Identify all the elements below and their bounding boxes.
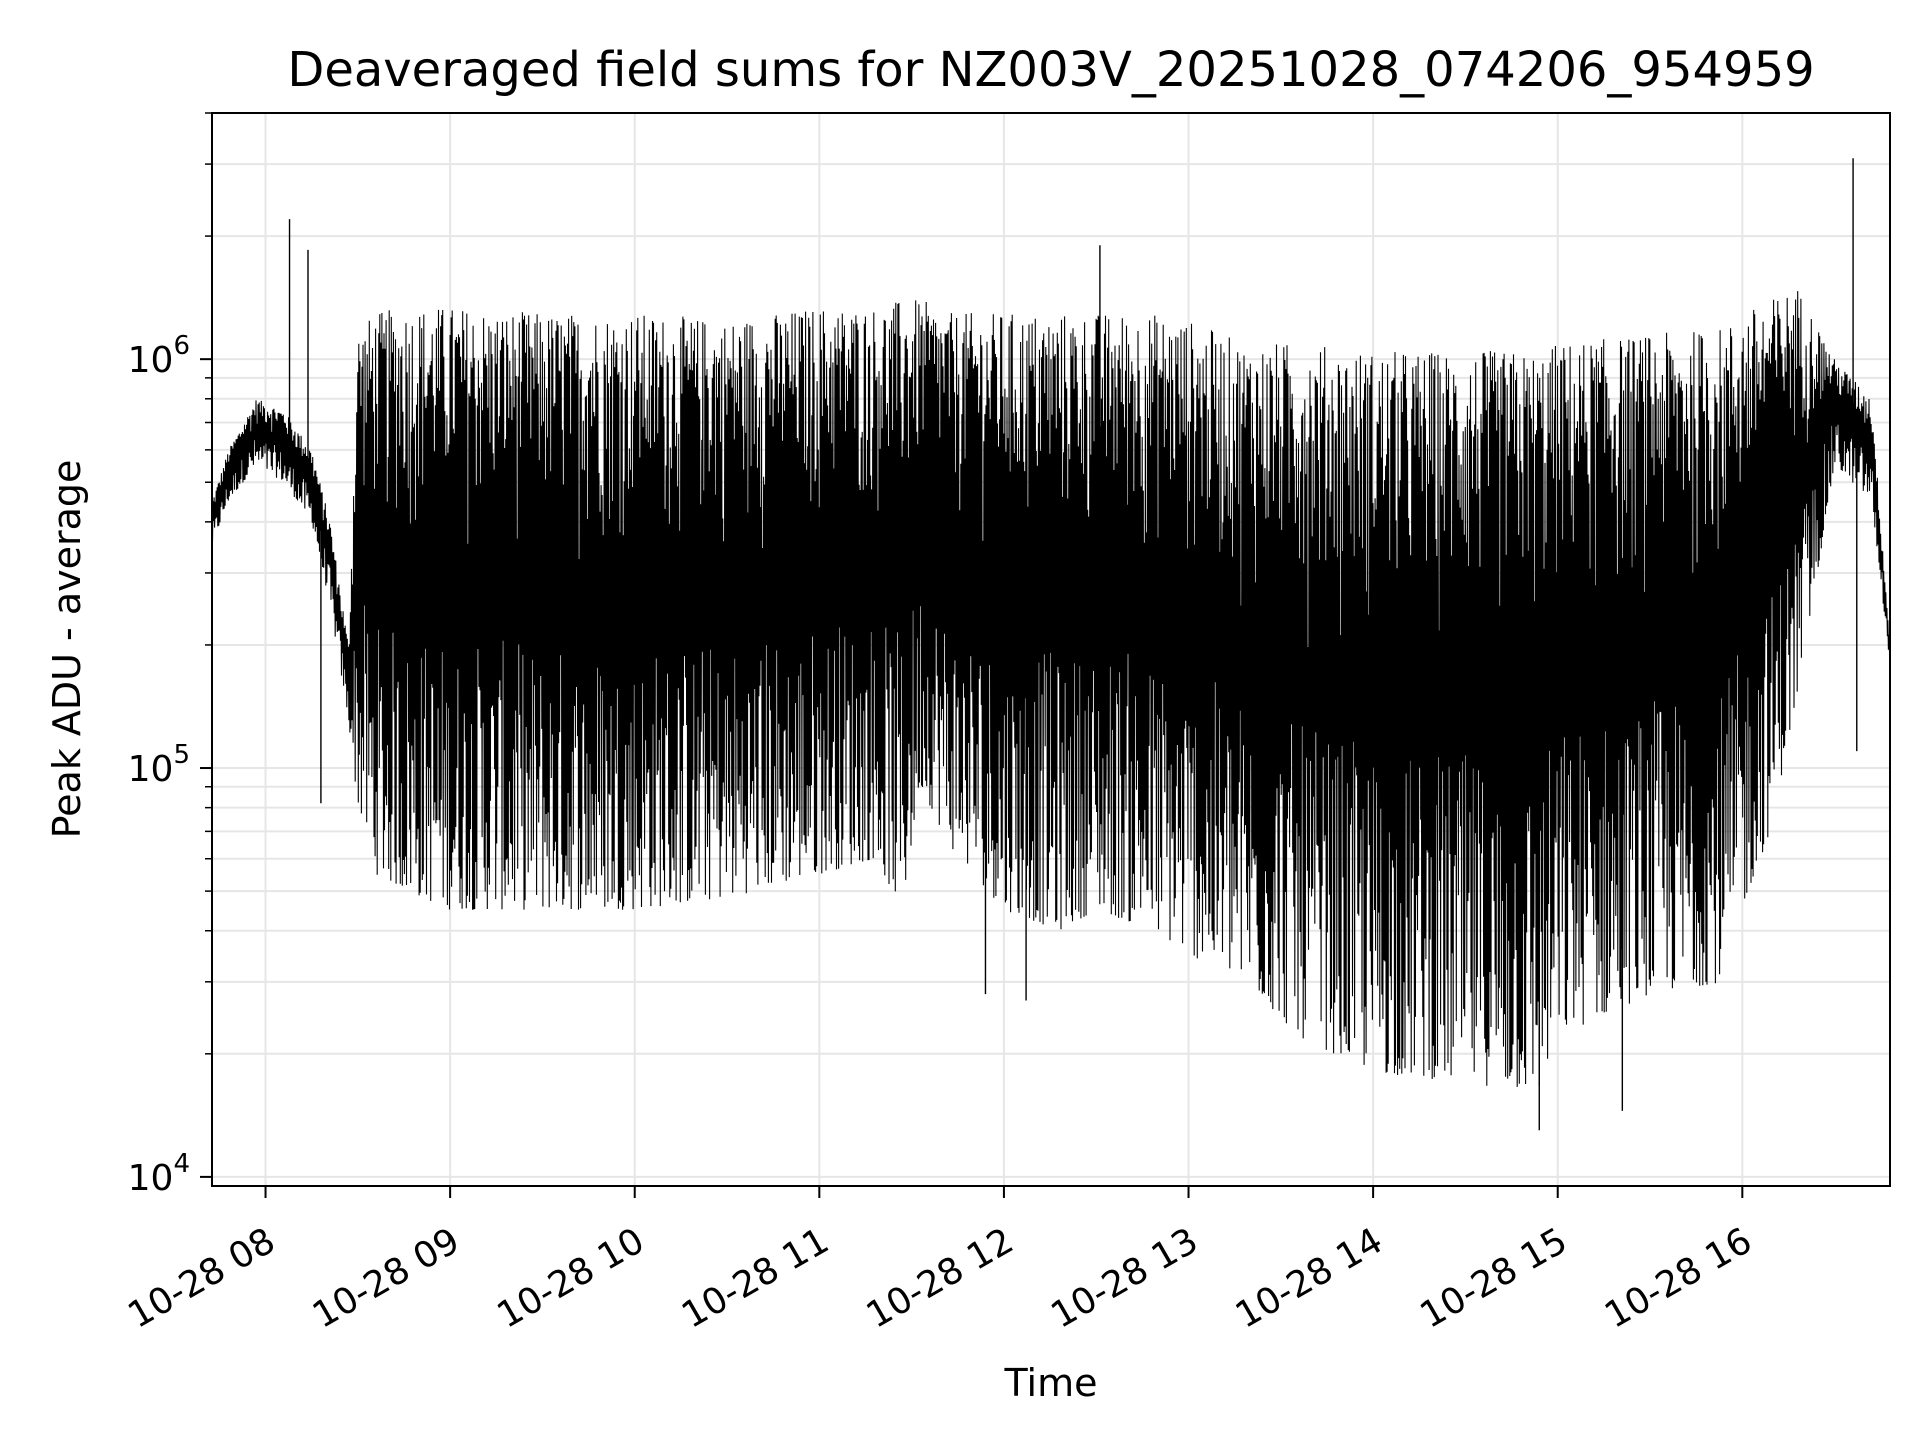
y-axis-label: Peak ADU - average (45, 460, 89, 839)
x-axis-label: Time (1004, 1361, 1098, 1405)
y-tick-label: 105 (128, 740, 190, 790)
y-tick-label: 106 (128, 331, 190, 381)
y-tick-label: 104 (128, 1149, 190, 1199)
plot-frame (211, 112, 1891, 1187)
chart-title: Deaveraged field sums for NZ003V_2025102… (287, 42, 1814, 98)
series-path (212, 291, 1890, 1087)
series-line (212, 158, 1890, 1131)
